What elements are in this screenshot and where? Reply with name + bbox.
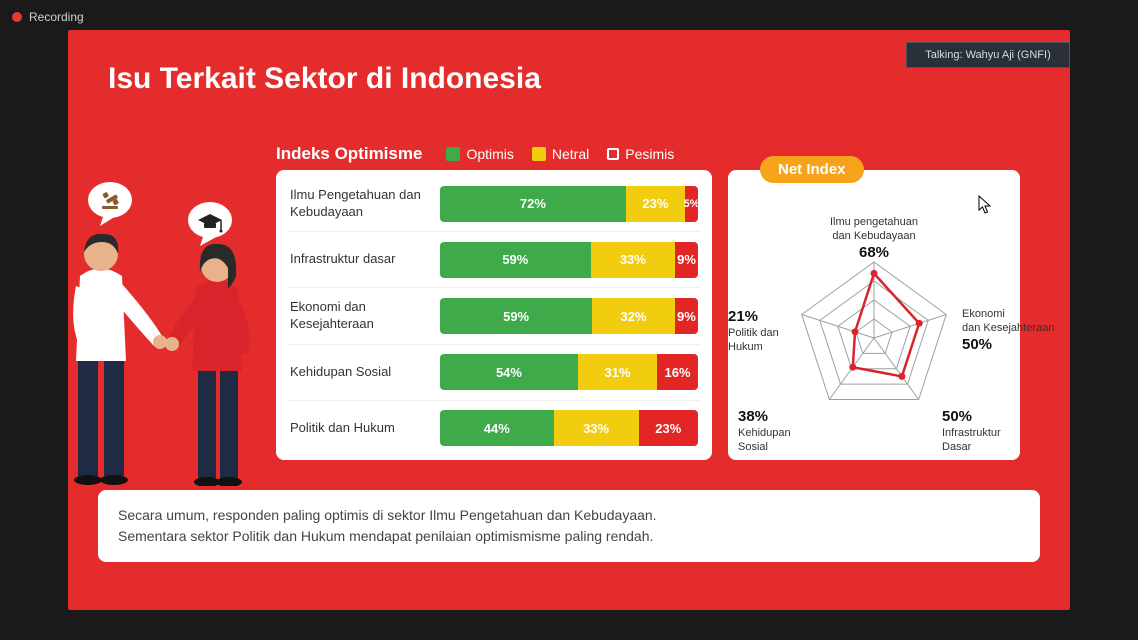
bar-segment-optimis: 59% <box>440 242 591 278</box>
bars-card: Ilmu Pengetahuan dan Kebudayaan72%23%5%I… <box>276 170 712 460</box>
bar-row: Ekonomi dan Kesejahteraan 59%32%9% <box>290 294 698 337</box>
bar-track: 44%33%23% <box>440 410 698 446</box>
bar-segment-optimis: 59% <box>440 298 592 334</box>
bar-track: 59%33%9% <box>440 242 698 278</box>
talking-label: Talking: Wahyu Aji (GNFI) <box>925 49 1051 61</box>
bar-segment-netral: 33% <box>554 410 639 446</box>
bar-segment-netral: 33% <box>591 242 675 278</box>
bar-row: Politik dan Hukum 44%33%23% <box>290 407 698 450</box>
bar-label: Ilmu Pengetahuan dan Kebudayaan <box>290 187 430 221</box>
swatch-pesimis-icon <box>607 148 619 160</box>
bar-separator <box>288 231 700 232</box>
recording-indicator: Recording <box>12 10 84 24</box>
swatch-optimis-icon <box>446 147 460 161</box>
footer-note: Secara umum, responden paling optimis di… <box>98 490 1040 562</box>
legend-heading: Indeks Optimisme <box>276 144 422 164</box>
radar-axis-label: 38%KehidupanSosial <box>738 408 848 454</box>
radar-axis-label: Ilmu pengetahuandan Kebudayaan68% <box>819 216 929 262</box>
legend-label: Pesimis <box>625 146 674 162</box>
legend-item-netral: Netral <box>532 146 589 162</box>
bar-track: 54%31%16% <box>440 354 698 390</box>
bar-segment-pesimis: 23% <box>639 410 698 446</box>
bar-segment-netral: 31% <box>578 354 657 390</box>
legend-item-pesimis: Pesimis <box>607 146 674 162</box>
radar-chart: Ilmu pengetahuandan Kebudayaan68%Ekonomi… <box>728 180 1020 470</box>
slide-title: Isu Terkait Sektor di Indonesia <box>108 62 541 96</box>
bar-label: Politik dan Hukum <box>290 420 430 437</box>
bar-segment-netral: 23% <box>626 186 685 222</box>
bar-separator <box>288 400 700 401</box>
woman-figure <box>165 244 250 486</box>
legend-item-optimis: Optimis <box>446 146 513 162</box>
record-dot-icon <box>12 12 22 22</box>
bar-track: 72%23%5% <box>440 186 698 222</box>
bar-segment-pesimis: 9% <box>675 298 698 334</box>
net-index-badge: Net Index <box>760 156 864 183</box>
bar-label: Ekonomi dan Kesejahteraan <box>290 299 430 333</box>
talking-badge: Talking: Wahyu Aji (GNFI) <box>906 42 1070 68</box>
man-figure <box>73 234 167 485</box>
slide: Isu Terkait Sektor di Indonesia Indeks O… <box>68 30 1070 610</box>
bar-separator <box>288 287 700 288</box>
speech-bubble-cap-icon <box>188 202 232 246</box>
bar-row: Kehidupan Sosial 54%31%16% <box>290 351 698 394</box>
bar-label: Kehidupan Sosial <box>290 364 430 381</box>
radar-axis-label: 50%InfrastrukturDasar <box>942 408 1052 454</box>
bar-segment-pesimis: 5% <box>685 186 698 222</box>
legend-label: Optimis <box>466 146 513 162</box>
legend: Indeks Optimisme Optimis Netral Pesimis <box>276 144 674 164</box>
radar-axis-label: Ekonomidan Kesejahteraan50% <box>962 308 1070 354</box>
net-index-card: Net Index Ilmu pengetahuandan Kebudayaan… <box>728 170 1020 460</box>
bar-row: Infrastruktur dasar 59%33%9% <box>290 238 698 281</box>
bar-separator <box>288 344 700 345</box>
bar-segment-optimis: 54% <box>440 354 578 390</box>
footer-line2: Sementara sektor Politik dan Hukum menda… <box>118 526 657 547</box>
bar-segment-pesimis: 9% <box>675 242 698 278</box>
radar-axis-label: 21%Politik danHukum <box>728 308 838 354</box>
bar-segment-optimis: 72% <box>440 186 626 222</box>
people-illustration <box>68 176 280 486</box>
bar-segment-optimis: 44% <box>440 410 554 446</box>
recording-label: Recording <box>29 10 84 24</box>
bar-track: 59%32%9% <box>440 298 698 334</box>
bar-segment-pesimis: 16% <box>657 354 698 390</box>
bar-segment-netral: 32% <box>592 298 675 334</box>
legend-label: Netral <box>552 146 589 162</box>
swatch-netral-icon <box>532 147 546 161</box>
speech-bubble-gavel-icon <box>88 182 132 226</box>
footer-line1: Secara umum, responden paling optimis di… <box>118 505 657 526</box>
bar-row: Ilmu Pengetahuan dan Kebudayaan 72%23%5% <box>290 182 698 225</box>
bar-label: Infrastruktur dasar <box>290 251 430 268</box>
